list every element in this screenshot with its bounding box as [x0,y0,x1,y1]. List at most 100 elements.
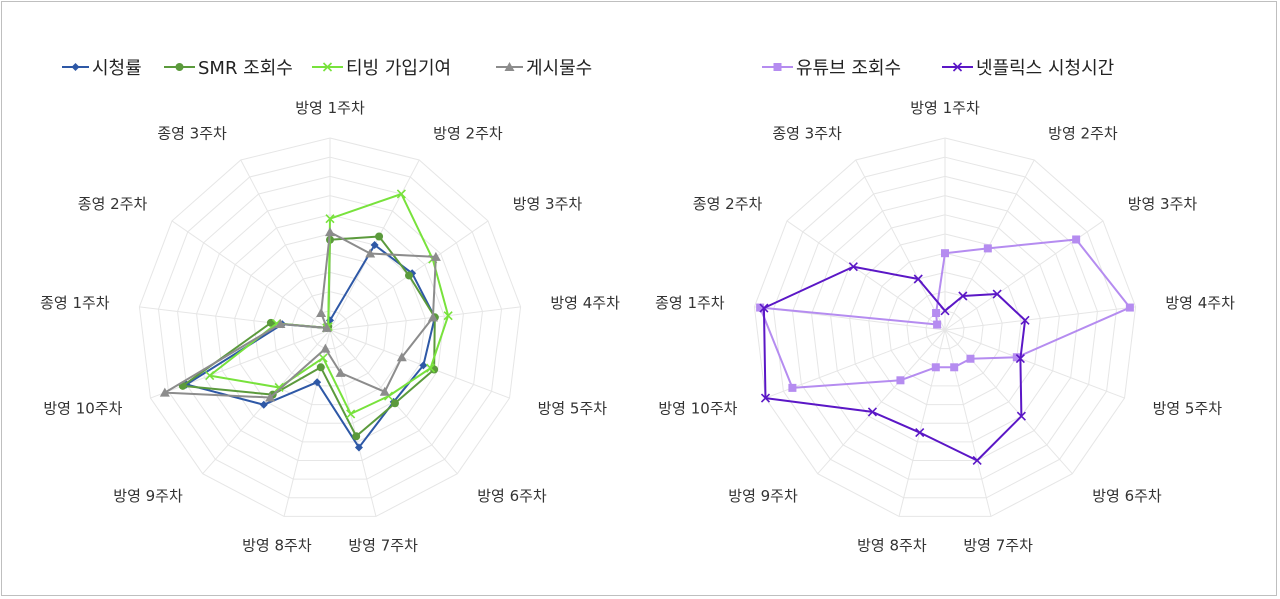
data-point [346,409,356,419]
data-point [941,249,949,258]
data-point [867,407,877,417]
grid-spoke [283,329,331,517]
data-point [370,240,379,249]
data-point [896,376,905,385]
data-point [390,399,399,408]
data-point [931,363,940,372]
data-point [933,320,942,329]
axis-category-label: 방영 6주차 [1092,487,1162,505]
data-point [430,251,441,261]
grid-spoke [944,329,1125,399]
data-point [932,308,941,317]
series-line [759,238,1131,389]
grid-ring [234,233,426,424]
axis-category-label: 종영 1주차 [655,294,725,312]
axis-category-label: 방영 1주차 [295,99,365,117]
grid-ring [792,175,1098,480]
data-point [352,432,361,441]
legend-marker [322,62,333,72]
data-point [275,318,286,328]
data-point [205,371,215,381]
data-point [318,353,328,363]
grid-ring [157,156,503,499]
legend: 시청률 SMR 조회수 티빙 가입기여 게시물수 [62,58,592,79]
axis-category-label: 방영 7주차 [348,537,418,555]
axis-category-label: 종영 3주차 [157,124,227,142]
series-line [185,243,436,449]
grid-spoke [240,159,331,331]
data-point [375,232,384,241]
axis-category-label: 방영 8주차 [242,537,312,555]
data-point [972,455,982,466]
data-point [756,303,765,312]
grid-spoke [855,159,946,331]
data-point [1016,411,1026,421]
axis-category-label: 방영 6주차 [477,487,547,505]
data-point [274,382,284,393]
axis-category-label: 방영 9주차 [113,487,183,505]
axis-category-label: 종영 1주차 [40,294,110,312]
data-point [950,363,959,372]
series-1 [756,235,1134,392]
data-point [1020,315,1030,325]
grid-ring [868,252,1022,406]
data-point [159,387,170,397]
grid-ring [215,214,445,443]
legend-label: 넷플릭스 시청시간 [976,58,1114,79]
axis-category-label: 종영 2주차 [78,195,148,213]
data-point [354,443,363,452]
axis-category-label: 종영 3주차 [772,124,842,142]
legend-marker [71,63,80,71]
data-point [958,291,968,301]
series-line [208,192,450,415]
grid-spoke [944,329,1073,475]
legend: 유튜브 조회수 넷플릭스 시청시간 [762,58,1114,79]
radar-grid [753,137,1137,517]
series-2 [759,262,1030,466]
data-point [1012,353,1021,362]
data-point [419,361,428,370]
grid-ring [196,195,464,461]
series-line [762,265,1027,462]
legend-item: SMR 조회수 [164,58,293,79]
legend-marker [773,63,782,71]
grid-ring [253,252,407,406]
axis-category-label: 방영 10주차 [658,400,737,418]
data-point [425,363,436,373]
legend-item: 게시물수 [496,58,592,79]
legend-label: 시청률 [92,58,142,79]
data-point [966,354,975,363]
grid-spoke [202,329,331,475]
axis-category-label: 방영 3주차 [1128,195,1198,213]
data-point [396,189,406,199]
axis-category-label: 방영 5주차 [1153,400,1223,418]
legend-marker [504,62,515,71]
legend-label: 티빙 가입기여 [346,58,451,79]
grid-ring [887,271,1003,387]
legend-item: 티빙 가입기여 [312,58,451,79]
grid-spoke [171,220,331,331]
grid-spoke [329,329,510,399]
grid-spoke [817,329,946,475]
data-point [915,427,925,438]
data-point [848,262,858,272]
axis-category-label: 방영 2주차 [1048,124,1118,142]
grid-ring [849,233,1041,424]
data-point [913,274,923,284]
axis-category-label: 방영 5주차 [538,400,608,418]
data-point [760,393,771,403]
data-point [788,383,797,392]
data-point [379,386,390,396]
grid-ring [753,137,1137,517]
data-point [396,352,407,362]
grid-ring [925,310,965,350]
axis-category-label: 방영 1주차 [910,99,980,117]
legend-marker [175,63,184,71]
data-point [316,307,327,317]
legend-marker [952,62,963,72]
data-point [335,367,346,377]
axis-category-label: 방영 7주차 [963,537,1033,555]
data-point [405,271,414,280]
data-point [759,303,769,313]
